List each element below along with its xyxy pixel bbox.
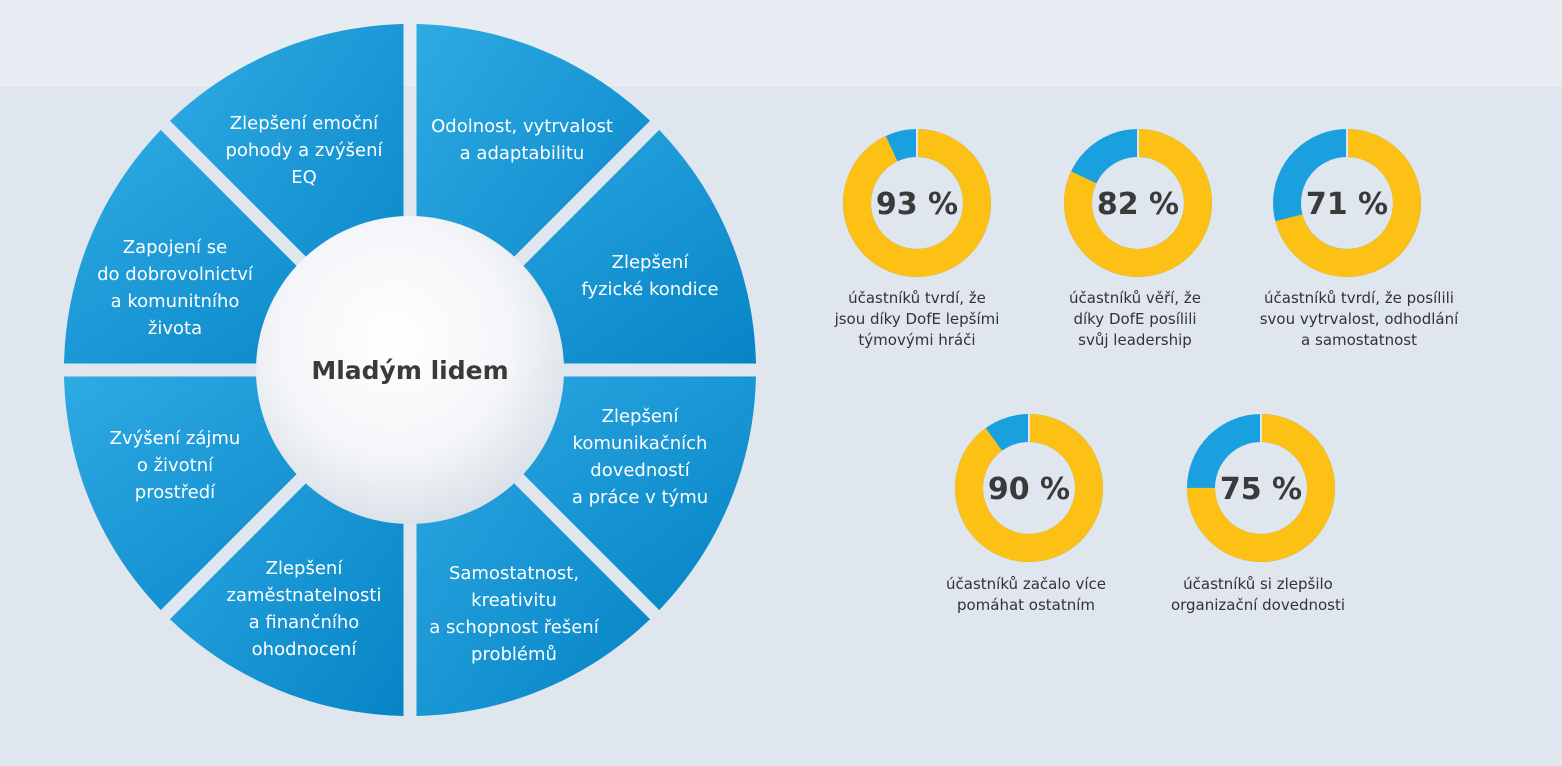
segment-environment-label-line: o životní xyxy=(137,455,214,476)
donut-organization-percent: 75 % xyxy=(1220,472,1302,507)
donut-helping: 90 % xyxy=(955,414,1103,562)
segment-communication-label: Zlepšení komunikačních dovedností a práce v… xyxy=(572,406,708,508)
wheel-center-circle xyxy=(256,216,564,524)
segment-employability-label-line: Zlepšení xyxy=(266,558,344,579)
segment-independence-label: Samostatnost, kreativitu a schopnost řešen… xyxy=(429,563,599,665)
segment-fitness-label-line: Zlepšení xyxy=(612,252,690,273)
segment-communication-label-line: a práce v týmu xyxy=(572,487,708,508)
segment-employability-label: Zlepšení zaměstnatelnosti a finančního ohod… xyxy=(227,558,382,660)
donut-organization: 75 % xyxy=(1187,414,1335,562)
segment-fitness-label: Zlepšení fyzické kondice xyxy=(581,252,718,300)
segment-wellbeing-label-line: Zlepšení emoční xyxy=(230,113,379,134)
segment-communication-label-line: Zlepšení xyxy=(602,406,680,427)
donut-perseverance-percent: 71 % xyxy=(1306,187,1388,222)
donut-leadership: 82 % xyxy=(1064,129,1212,277)
donut-helping-percent: 90 % xyxy=(988,472,1070,507)
segment-environment-label: Zvýšení zájmu o životní prostředí xyxy=(110,428,241,503)
wheel-center-title: Mladým lidem xyxy=(311,356,508,385)
segment-fitness-label-line: fyzické kondice xyxy=(581,279,718,300)
donut-perseverance: 71 % xyxy=(1273,129,1421,277)
donut-teamwork-percent: 93 % xyxy=(876,187,958,222)
segment-volunteering-label-line: života xyxy=(148,318,202,339)
benefits-wheel: Mladým lidem Odolnost, vytrvalost a adapt… xyxy=(64,24,756,716)
segment-volunteering-label-line: Zapojení se xyxy=(123,237,227,258)
segment-wellbeing-label: Zlepšení emoční pohody a zvýšení EQ xyxy=(225,113,383,188)
segment-independence-label-line: a schopnost řešení xyxy=(429,617,599,638)
donut-helping-caption: účastníků začalo více pomáhat ostatním xyxy=(946,575,1106,614)
segment-communication-label-line: dovedností xyxy=(590,460,690,481)
donut-teamwork: 93 % xyxy=(843,129,991,277)
segment-employability-label-line: a finančního xyxy=(249,612,360,633)
top-band-divider xyxy=(0,85,1562,86)
segment-volunteering-label-line: a komunitního xyxy=(111,291,240,312)
segment-communication-label-line: komunikačních xyxy=(573,433,708,454)
segment-volunteering-label: Zapojení se do dobrovolnictví a komunitníh… xyxy=(97,237,254,339)
donut-leadership-caption: účastníků věří, že díky DofE posílili sv… xyxy=(1069,289,1201,349)
segment-wellbeing-label-line: pohody a zvýšení xyxy=(225,140,383,161)
segment-independence-label-line: problémů xyxy=(471,644,557,665)
donut-teamwork-caption: účastníků tvrdí, že jsou díky DofE lepší… xyxy=(834,289,1000,349)
segment-independence-label-line: kreativitu xyxy=(471,590,557,611)
donut-perseverance-caption: účastníků tvrdí, že posílili svou vytrva… xyxy=(1259,289,1459,349)
segment-volunteering-label-line: do dobrovolnictví xyxy=(97,264,254,285)
segment-wellbeing-label-line: EQ xyxy=(291,167,317,188)
donut-leadership-percent: 82 % xyxy=(1097,187,1179,222)
segment-environment-label-line: Zvýšení zájmu xyxy=(110,428,241,449)
segment-resilience-label-line: Odolnost, vytrvalost xyxy=(431,116,613,137)
donut-organization-caption: účastníků si zlepšilo organizační dovedn… xyxy=(1170,575,1346,614)
segment-independence-label-line: Samostatnost, xyxy=(449,563,579,584)
segment-resilience-label: Odolnost, vytrvalost a adaptabilitu xyxy=(431,116,613,164)
segment-resilience-label-line: a adaptabilitu xyxy=(460,143,585,164)
segment-employability-label-line: ohodnocení xyxy=(252,639,358,660)
segment-environment-label-line: prostředí xyxy=(135,482,216,503)
segment-employability-label-line: zaměstnatelnosti xyxy=(227,585,382,606)
